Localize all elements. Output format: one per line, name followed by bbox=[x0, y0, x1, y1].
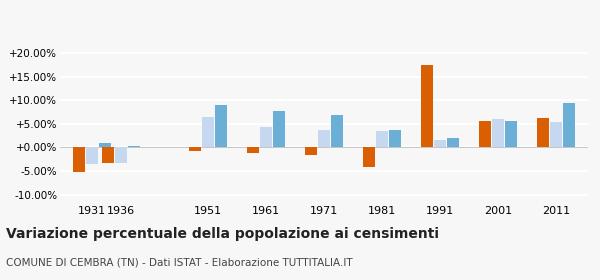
Bar bbox=[273, 111, 284, 148]
Bar bbox=[247, 148, 259, 153]
Legend: Cembra, Provincia di TN, Trentino-AA: Cembra, Provincia di TN, Trentino-AA bbox=[169, 0, 479, 7]
Bar bbox=[128, 146, 140, 148]
Bar bbox=[102, 148, 114, 163]
Bar bbox=[260, 127, 272, 148]
Bar bbox=[189, 148, 201, 151]
Bar bbox=[447, 138, 459, 148]
Text: COMUNE DI CEMBRA (TN) - Dati ISTAT - Elaborazione TUTTITALIA.IT: COMUNE DI CEMBRA (TN) - Dati ISTAT - Ela… bbox=[6, 258, 353, 268]
Bar bbox=[550, 122, 562, 148]
Bar bbox=[305, 148, 317, 155]
Bar bbox=[421, 65, 433, 148]
Bar bbox=[364, 148, 375, 167]
Bar bbox=[492, 119, 504, 148]
Bar bbox=[99, 143, 110, 148]
Bar bbox=[115, 148, 127, 162]
Bar bbox=[318, 130, 330, 148]
Bar bbox=[202, 117, 214, 148]
Bar bbox=[86, 148, 98, 164]
Bar bbox=[505, 121, 517, 148]
Bar bbox=[538, 118, 549, 148]
Bar bbox=[331, 115, 343, 148]
Bar bbox=[479, 121, 491, 148]
Bar bbox=[376, 132, 388, 148]
Bar bbox=[434, 140, 446, 148]
Bar bbox=[389, 130, 401, 148]
Bar bbox=[73, 148, 85, 172]
Bar bbox=[215, 105, 227, 148]
Text: Variazione percentuale della popolazione ai censimenti: Variazione percentuale della popolazione… bbox=[6, 227, 439, 241]
Bar bbox=[563, 103, 575, 148]
